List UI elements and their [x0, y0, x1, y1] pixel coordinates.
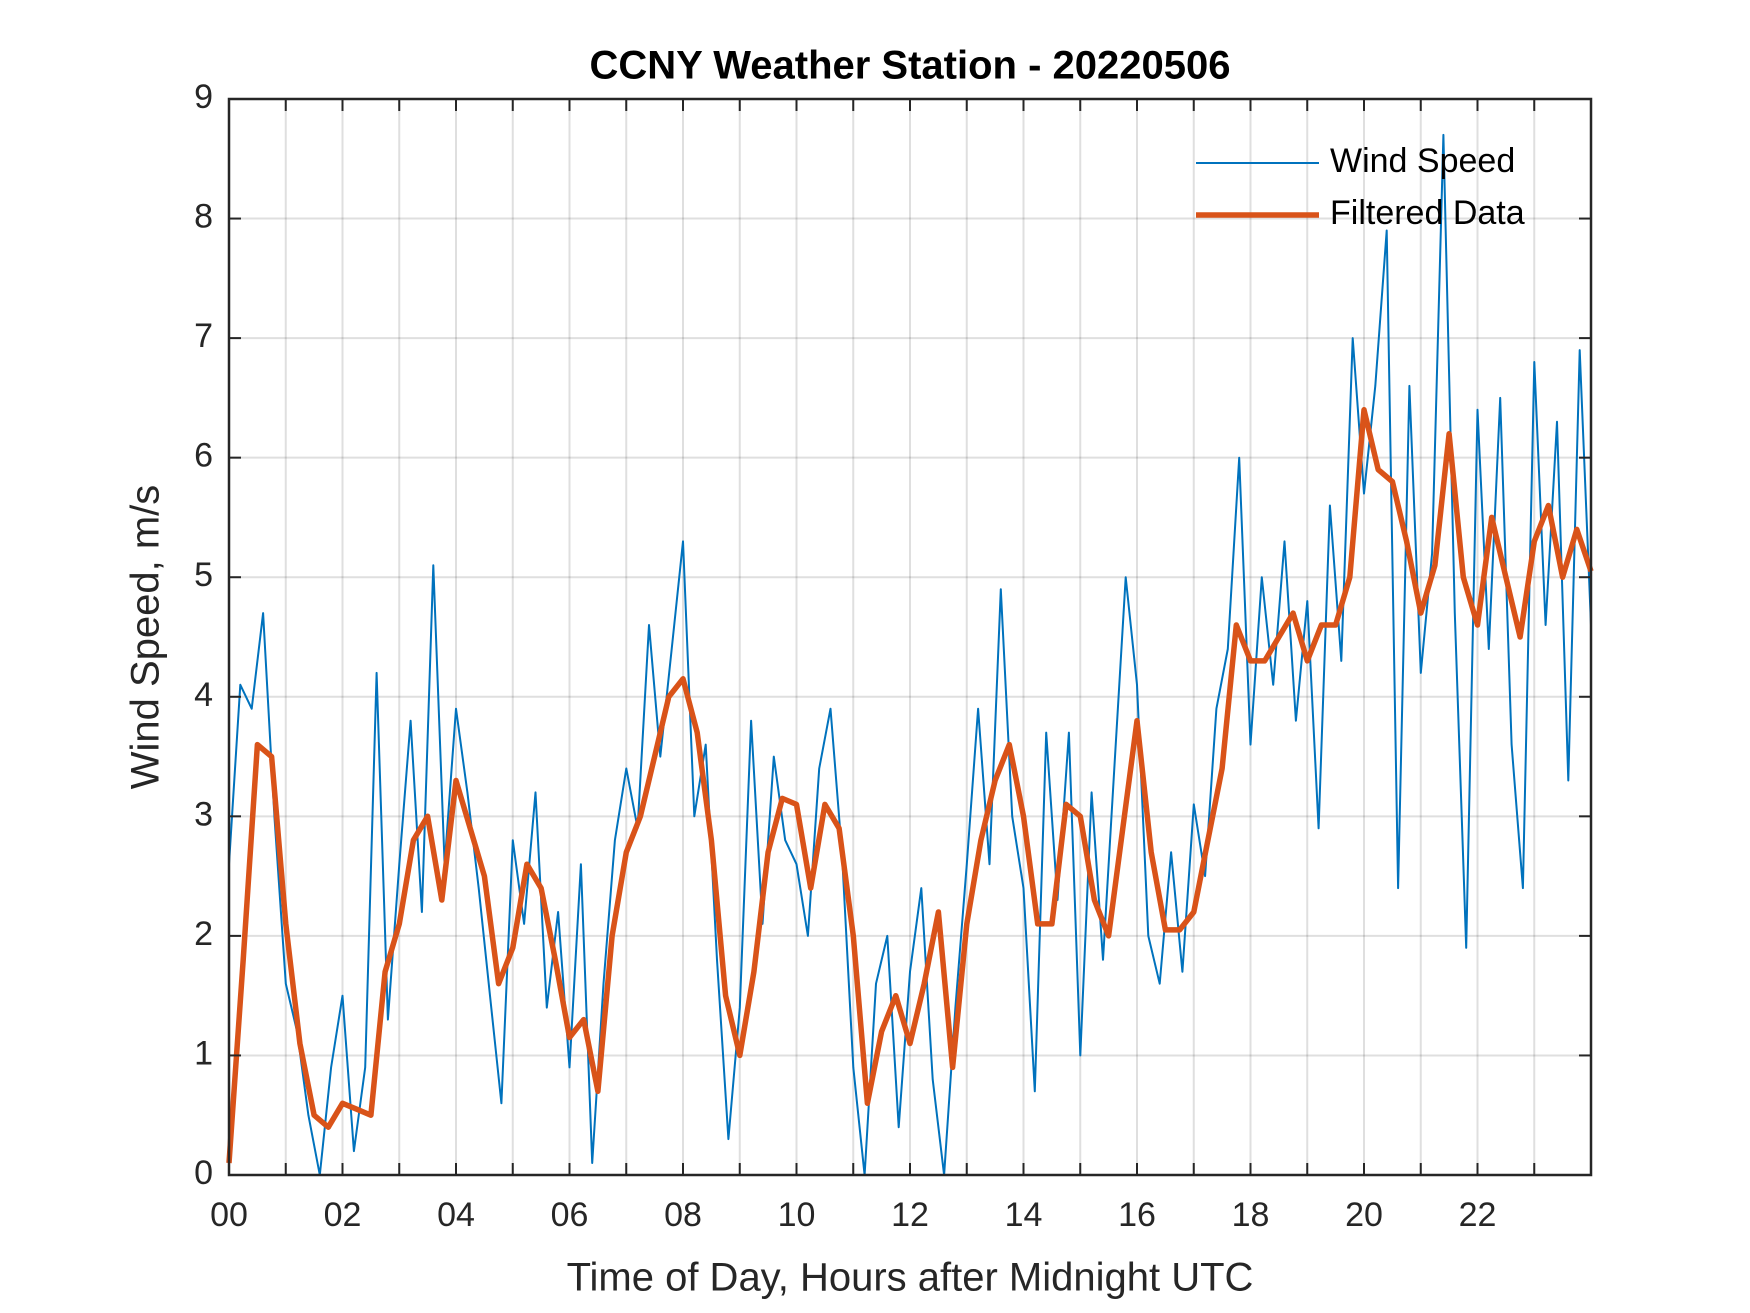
- y-tick-label: 0: [194, 1154, 213, 1192]
- x-tick-label: 00: [210, 1196, 248, 1234]
- data-line: [228, 133, 1592, 1176]
- x-axis-label: Time of Day, Hours after Midnight UTC: [567, 1256, 1254, 1300]
- grid: [228, 98, 1591, 1176]
- x-tick-label: 16: [1118, 1196, 1156, 1234]
- y-tick-label: 3: [194, 795, 213, 833]
- x-tick-label: 12: [891, 1196, 929, 1234]
- x-tick-label: 08: [664, 1196, 702, 1234]
- y-tick-label: 9: [194, 78, 213, 116]
- y-tick-label: 1: [194, 1034, 213, 1072]
- y-tick-label: 7: [194, 317, 213, 355]
- y-tick-label: 5: [194, 556, 213, 594]
- x-tick-label: 20: [1345, 1196, 1383, 1234]
- y-axis-label: Wind Speed, m/s: [124, 485, 168, 790]
- chart-title: CCNY Weather Station - 20220506: [590, 44, 1231, 88]
- y-tick-label: 8: [194, 198, 213, 236]
- axes-box: [227, 97, 1593, 1177]
- x-tick-label: 14: [1005, 1196, 1043, 1234]
- x-tick-label: 10: [778, 1196, 816, 1234]
- legend-label: Wind Speed: [1330, 142, 1515, 180]
- plot-area: [226, 133, 1594, 1176]
- x-tick-label: 04: [437, 1196, 475, 1234]
- x-tick-label: 02: [324, 1196, 362, 1234]
- x-tick-label: 18: [1232, 1196, 1270, 1234]
- y-tick-label: 6: [194, 437, 213, 475]
- y-tick-label: 2: [194, 915, 213, 953]
- x-tick-label: 22: [1459, 1196, 1497, 1234]
- x-tick-label: 06: [551, 1196, 589, 1234]
- y-tick-label: 4: [194, 676, 213, 714]
- data-line: [226, 407, 1594, 1164]
- legend-label: Filtered Data: [1330, 194, 1525, 232]
